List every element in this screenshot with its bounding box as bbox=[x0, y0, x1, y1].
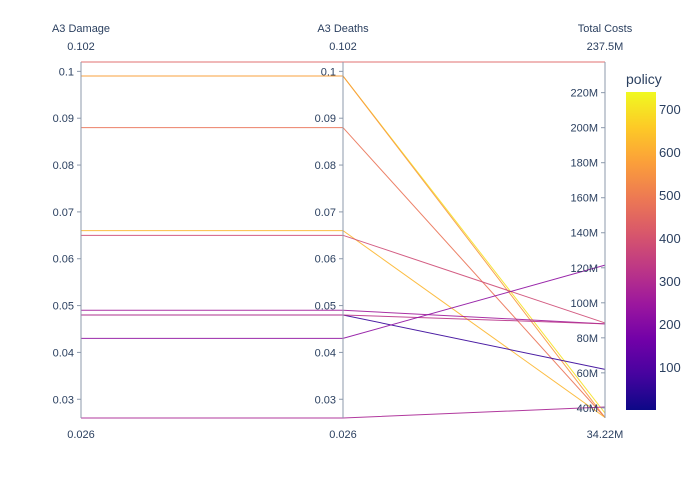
tick-label: 0.04 bbox=[53, 347, 74, 359]
axis-range-max: 237.5M bbox=[587, 41, 624, 53]
tick-label: 0.09 bbox=[315, 113, 336, 125]
axis-title: A3 Damage bbox=[52, 23, 110, 35]
tick-label: 220M bbox=[570, 88, 598, 100]
axis-range-max: 0.102 bbox=[67, 41, 95, 53]
tick-label: 0.04 bbox=[315, 347, 336, 359]
tick-label: 0.1 bbox=[59, 66, 74, 78]
axis-a3-damage[interactable]: 0.03 0.04 0.05 0.06 0.07 0.08 0.09 0.1 A3 Damage… bbox=[52, 23, 110, 441]
tick-label: 0.03 bbox=[53, 394, 74, 406]
tick-label: 100M bbox=[570, 298, 598, 310]
axis-range-min: 0.026 bbox=[329, 429, 357, 441]
axis-range-min: 0.026 bbox=[67, 429, 95, 441]
tick-label: 0.07 bbox=[53, 207, 74, 219]
tick-label: 120M bbox=[570, 263, 598, 275]
tick-label: 0.06 bbox=[53, 254, 74, 266]
colorbar-title: policy bbox=[626, 71, 662, 87]
axes: 0.03 0.04 0.05 0.06 0.07 0.08 0.09 0.1 A3 Damage… bbox=[52, 23, 633, 441]
tick-label: 200M bbox=[570, 123, 598, 135]
tick-label: 0.06 bbox=[315, 254, 336, 266]
tick-label: 0.08 bbox=[53, 160, 74, 172]
tick-label: 40M bbox=[577, 403, 598, 415]
tick-label: 0.07 bbox=[315, 207, 336, 219]
colorbar-tick-label: 200 bbox=[659, 317, 681, 332]
colorbar-tick-label: 100 bbox=[659, 360, 681, 375]
colorbar-tick-label: 500 bbox=[659, 188, 681, 203]
axis-range-min: 34.22M bbox=[587, 429, 624, 441]
axis-title: Total Costs bbox=[578, 23, 633, 35]
colorbar-tick-label: 300 bbox=[659, 274, 681, 289]
tick-label: 0.08 bbox=[315, 160, 336, 172]
tick-label: 60M bbox=[577, 368, 598, 380]
tick-label: 180M bbox=[570, 158, 598, 170]
axis-a3-deaths[interactable]: 0.03 0.04 0.05 0.06 0.07 0.08 0.09 0.1 A3 Deaths… bbox=[315, 23, 370, 441]
tick-label: 0.03 bbox=[315, 394, 336, 406]
colorbar-tick-label: 700 bbox=[659, 102, 681, 117]
tick-label: 160M bbox=[570, 193, 598, 205]
tick-label: 0.1 bbox=[321, 66, 336, 78]
tick-label: 0.05 bbox=[315, 301, 336, 313]
tick-label: 140M bbox=[570, 228, 598, 240]
tick-label: 0.05 bbox=[53, 301, 74, 313]
tick-label: 0.09 bbox=[53, 113, 74, 125]
axis-total-costs[interactable]: 40M 60M 80M 100M 120M 140M 160M 180M 200M 220M Tot… bbox=[570, 23, 632, 441]
colorbar-tick-label: 600 bbox=[659, 145, 681, 160]
axis-title: A3 Deaths bbox=[317, 23, 369, 35]
colorbar-gradient bbox=[626, 92, 656, 410]
tick-label: 80M bbox=[577, 333, 598, 345]
colorbar: policy 100 200 300 400 500 600 700 bbox=[626, 71, 681, 410]
colorbar-tick-label: 400 bbox=[659, 231, 681, 246]
axis-range-max: 0.102 bbox=[329, 41, 357, 53]
